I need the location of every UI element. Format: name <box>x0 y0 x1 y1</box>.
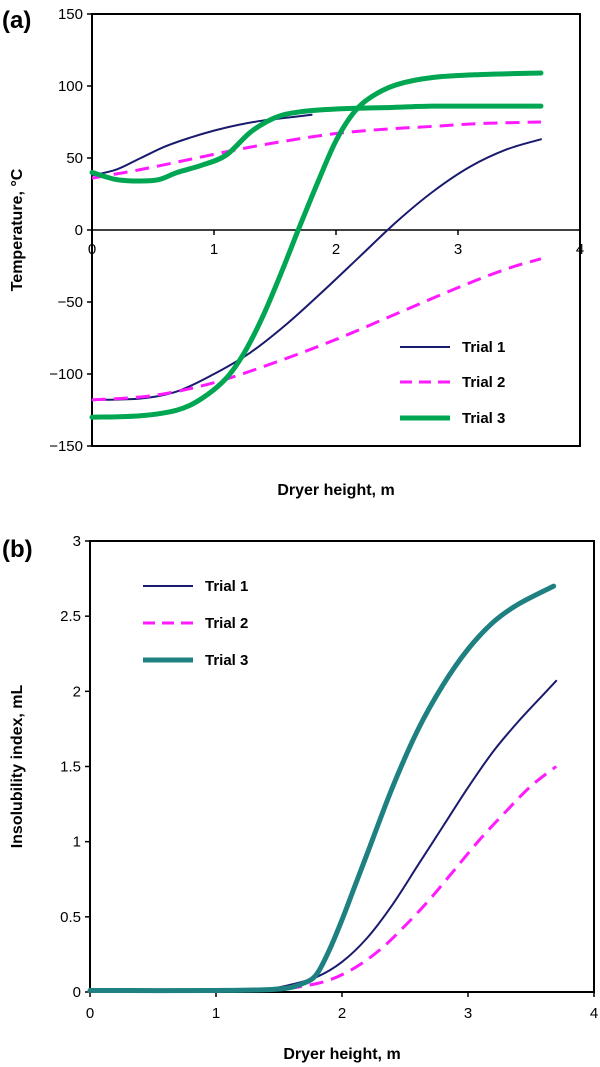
panel-a-x-tick-label: 0 <box>88 241 96 258</box>
panel-a-x-tick-label: 1 <box>210 241 218 258</box>
panel-a-y-tick-label: 100 <box>58 78 83 95</box>
panel-a-x-tick-label: 3 <box>454 241 462 258</box>
panel-b-y-tick-label: 0 <box>73 984 81 1001</box>
panel-a-series-trial-2-line <box>91 120 541 180</box>
panel-a-x-tick-label: 4 <box>576 241 584 258</box>
panel-b-series-trial-2-line <box>89 765 558 993</box>
panel-b-x-tick-label: 4 <box>590 1005 598 1022</box>
panel-b-x-tick-label: 0 <box>86 1005 94 1022</box>
panel-a-y-tick-label: 0 <box>75 222 83 239</box>
panel-b-y-tick-label: 1 <box>73 834 81 851</box>
panel-b-y-tick-label: 0.5 <box>60 909 81 926</box>
panel-a-y-tick-label: 150 <box>58 6 83 23</box>
panel-b-x-tick-label: 3 <box>464 1005 472 1022</box>
panel-b-legend-label-trial-1: Trial 1 <box>205 578 248 595</box>
panel-a-x-tick-label: 2 <box>332 241 340 258</box>
panel-b-series-trial-1-line <box>89 679 558 992</box>
panel-a-x-axis-title: Dryer height, m <box>277 482 394 499</box>
panel-a-y-axis-title: Temperature, °C <box>9 168 26 291</box>
panel-b-legend-label-trial-3: Trial 3 <box>205 652 248 669</box>
panel-a-legend-label-trial-1: Trial 1 <box>462 339 505 356</box>
panel-a-legend-label-trial-3: Trial 3 <box>462 410 505 427</box>
panel-a-y-tick-label: −50 <box>58 294 83 311</box>
panel-b-y-tick-label: 2.5 <box>60 608 81 625</box>
panel-a-series-trial-3-line <box>89 70 544 420</box>
panel-b-series-trial-3-line <box>87 583 557 994</box>
panel-b-x-tick-label: 2 <box>338 1005 346 1022</box>
panel-b-y-tick-label: 2 <box>73 683 81 700</box>
panel-a-series-trial-2-line <box>91 257 542 402</box>
panel-b-y-tick-label: 3 <box>73 533 81 550</box>
panel-a-label: (a) <box>2 7 31 34</box>
panel-a-legend-label-trial-2: Trial 2 <box>462 374 505 391</box>
panel-b-legend-label-trial-2: Trial 2 <box>205 615 248 632</box>
panel-b-y-tick-label: 1.5 <box>60 759 81 776</box>
panel-b-x-tick-label: 1 <box>212 1005 220 1022</box>
panel-a-series-trial-1-line <box>91 138 542 401</box>
panel-b-y-axis-title: Insolubility index, mL <box>9 684 26 848</box>
panel-a-y-tick-label: −100 <box>49 366 83 383</box>
panel-a-y-tick-label: −150 <box>49 438 83 455</box>
panel-b-x-axis-title: Dryer height, m <box>283 1046 400 1063</box>
panel-a-series-trial-3-line <box>89 103 544 184</box>
panel-b-label: (b) <box>2 536 33 563</box>
panel-a-y-tick-label: 50 <box>66 150 83 167</box>
